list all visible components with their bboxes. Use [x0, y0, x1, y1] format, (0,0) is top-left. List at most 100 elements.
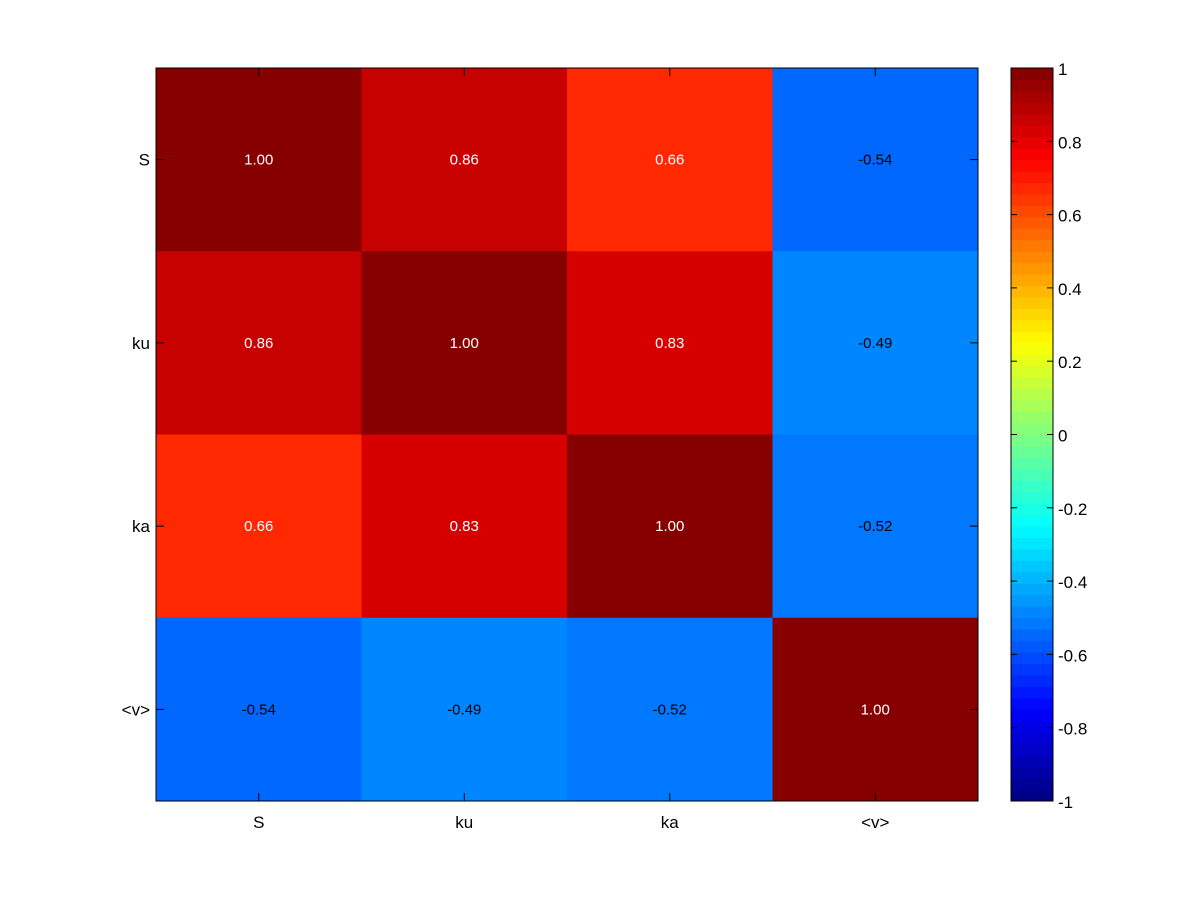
plot-frame: [155, 67, 979, 802]
heatmap-cell-s-ku: [361, 68, 568, 252]
colorbar-tick-labels: 1 0.8 0.6 0.4 0.2 0 -0.2 -0.4 -0.6 -0.8 -1: [1058, 60, 1087, 812]
colorbar-band: [1011, 365, 1053, 378]
colorbar-band: [1011, 113, 1053, 126]
cell-value-label: 0.66: [655, 152, 684, 169]
colorbar-band: [1011, 342, 1053, 355]
colorbar-band: [1011, 205, 1053, 218]
cell-value-label: -0.54: [242, 701, 276, 718]
colorbar-band: [1011, 251, 1053, 264]
colorbar-band: [1011, 400, 1053, 413]
colorbar-tick-label: -1: [1058, 793, 1073, 812]
colorbar-band: [1011, 503, 1053, 516]
cell-value-label: 0.86: [244, 335, 273, 352]
cell-value-label: 0.86: [450, 152, 479, 169]
colorbar-band: [1011, 354, 1053, 367]
cell-value-label: 0.83: [450, 518, 479, 535]
axis-ticks: [156, 68, 978, 801]
colorbar-tick-label: 0.2: [1058, 353, 1082, 372]
colorbar-tick-label: -0.2: [1058, 500, 1087, 519]
colorbar-band: [1011, 766, 1053, 779]
heatmap-cell-s-s: [156, 68, 362, 252]
colorbar-band: [1011, 526, 1053, 539]
colorbar-band: [1011, 331, 1053, 344]
y-tick-label-ku: ku: [132, 334, 150, 353]
cell-value-label: 1.00: [861, 701, 890, 718]
colorbar-band: [1011, 720, 1053, 733]
heatmap-cell-v-ku: [361, 617, 568, 802]
colorbar-band: [1011, 239, 1053, 252]
colorbar-band: [1011, 697, 1053, 710]
colorbar-band: [1011, 743, 1053, 756]
colorbar-band: [1011, 480, 1053, 493]
colorbar-band: [1011, 445, 1053, 458]
heatmap-cell-ku-v: [772, 251, 979, 435]
colorbar-tick-label: 0.6: [1058, 207, 1082, 226]
colorbar-band: [1011, 675, 1053, 687]
heatmap-cell-v-s: [156, 617, 362, 802]
heatmap-cells: [156, 68, 979, 802]
heatmap-cell-s-v: [772, 68, 979, 252]
colorbar-tick-label: 0: [1058, 427, 1067, 446]
colorbar-band: [1011, 686, 1053, 699]
y-tick-label-v: <v>: [122, 700, 150, 719]
colorbar-band: [1011, 228, 1053, 241]
heatmap-cell-ka-ka: [567, 434, 773, 619]
colorbar-band: [1011, 388, 1053, 401]
colorbar-band: [1011, 709, 1053, 722]
colorbar: 1 0.8 0.6 0.4 0.2 0 -0.2 -0.4 -0.6 -0.8 -1: [1010, 60, 1087, 812]
colorbar-band: [1011, 583, 1053, 596]
colorbar-band: [1011, 411, 1053, 424]
heatmap-cell-ku-ku: [361, 251, 568, 435]
cell-value-label: -0.52: [858, 518, 892, 535]
heatmap-cell-ku-s: [156, 251, 362, 435]
heatmap-cell-labels: 1.00 0.86 0.66 -0.54 0.86 1.00 0.83 -0.49 0.66 0.…: [242, 152, 893, 719]
colorbar-band: [1011, 434, 1053, 447]
colorbar-band: [1011, 457, 1053, 470]
colorbar-bands: [1011, 68, 1053, 802]
heatmap-cell-ku-ka: [567, 251, 773, 435]
colorbar-band: [1011, 102, 1053, 115]
colorbar-tick-label: 0.8: [1058, 133, 1082, 152]
colorbar-band: [1011, 732, 1053, 745]
colorbar-band: [1011, 79, 1053, 92]
colorbar-band: [1011, 629, 1053, 642]
colorbar-band: [1011, 159, 1053, 172]
colorbar-band: [1011, 537, 1053, 550]
colorbar-band: [1011, 171, 1053, 184]
colorbar-band: [1011, 549, 1053, 561]
colorbar-band: [1011, 571, 1053, 584]
colorbar-band: [1011, 308, 1053, 321]
colorbar-band: [1011, 193, 1053, 206]
colorbar-band: [1011, 297, 1053, 310]
x-tick-label-ka: ka: [661, 813, 680, 832]
colorbar-band: [1011, 778, 1053, 791]
colorbar-band: [1011, 377, 1053, 390]
cell-value-label: 1.00: [244, 152, 273, 169]
x-tick-label-v: <v>: [861, 813, 889, 832]
colorbar-band: [1011, 285, 1053, 298]
colorbar-band: [1011, 136, 1053, 149]
x-tick-label-s: S: [253, 813, 264, 832]
colorbar-tick-label: -0.8: [1058, 720, 1087, 739]
cell-value-label: -0.49: [858, 335, 892, 352]
heatmap-cell-ka-v: [772, 434, 979, 619]
heatmap-cell-s-ka: [567, 68, 773, 252]
colorbar-band: [1011, 262, 1053, 275]
colorbar-band: [1011, 182, 1053, 195]
colorbar-band: [1011, 423, 1053, 435]
colorbar-band: [1011, 68, 1053, 80]
cell-value-label: -0.52: [653, 701, 687, 718]
colorbar-band: [1011, 594, 1053, 607]
cell-value-label: -0.54: [858, 152, 892, 169]
y-tick-label-s: S: [139, 151, 150, 170]
cell-value-label: 1.00: [655, 518, 684, 535]
colorbar-tick-label: 0.4: [1058, 280, 1082, 299]
colorbar-band: [1011, 491, 1053, 504]
colorbar-band: [1011, 514, 1053, 527]
colorbar-band: [1011, 640, 1053, 653]
colorbar-tick-label: -0.6: [1058, 646, 1087, 665]
colorbar-band: [1011, 468, 1053, 481]
heatmap-cell-ka-s: [156, 434, 362, 619]
